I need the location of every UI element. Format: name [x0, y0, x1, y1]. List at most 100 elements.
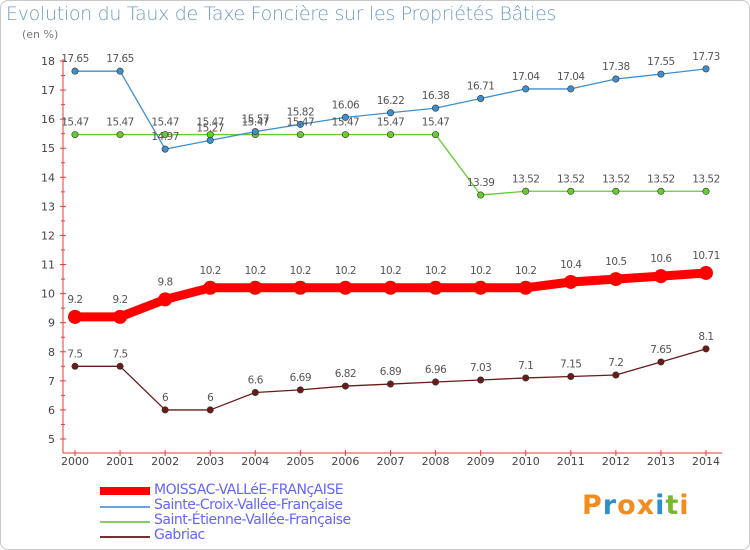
- y-tick-label: 16: [41, 113, 55, 126]
- data-point: [432, 131, 440, 139]
- data-label: 15.27: [196, 122, 224, 134]
- data-point: [432, 104, 440, 112]
- data-point: [341, 131, 349, 139]
- y-tick-label: 11: [41, 259, 55, 272]
- data-label: 6.82: [335, 368, 356, 380]
- data-point: [116, 67, 124, 75]
- data-point: [161, 406, 169, 414]
- y-tick-label: 17: [41, 84, 55, 97]
- data-point: [702, 345, 710, 353]
- line-chart: 5 6 7 8 9 10 11 12 13 14 15 16 17 18 2000 2001 2002 2003 2…: [41, 51, 722, 468]
- data-label: 17.73: [692, 51, 720, 63]
- x-tick-label: 2005: [286, 455, 314, 468]
- data-label: 6: [207, 392, 214, 404]
- data-point: [702, 65, 710, 73]
- x-tick-label: 2008: [422, 455, 450, 468]
- data-point: [71, 131, 79, 139]
- data-label: 13.39: [467, 177, 495, 189]
- data-point: [612, 371, 620, 379]
- data-point: [71, 362, 79, 370]
- data-label: 10.2: [470, 265, 491, 277]
- data-label: 7.5: [112, 348, 127, 360]
- y-tick-label: 5: [48, 433, 55, 446]
- legend-swatch-saint-etienne: [100, 521, 150, 523]
- logo-letter: P: [582, 490, 603, 521]
- data-label: 8.1: [698, 331, 713, 343]
- data-point: [383, 280, 398, 295]
- data-label: 17.65: [61, 53, 89, 65]
- data-label: 15.47: [377, 117, 405, 129]
- data-point: [567, 372, 575, 380]
- data-label: 17.04: [557, 71, 585, 83]
- data-point: [612, 187, 620, 195]
- data-label: 6.69: [290, 372, 311, 384]
- data-label: 16.22: [377, 95, 405, 107]
- data-label: 15.47: [106, 117, 134, 129]
- data-label: 14.97: [151, 131, 179, 143]
- data-point: [653, 269, 668, 284]
- y-tick-label: 15: [41, 142, 55, 155]
- data-point: [432, 378, 440, 386]
- data-label: 10.2: [200, 265, 221, 277]
- data-point: [248, 280, 263, 295]
- data-point: [477, 95, 485, 103]
- data-point: [116, 362, 124, 370]
- legend-label-saint-etienne: Saint-Étienne-Vallée-Française: [154, 512, 351, 528]
- data-point: [612, 75, 620, 83]
- data-label: 16.06: [332, 99, 360, 111]
- y-tick-label: 14: [41, 171, 55, 184]
- x-tick-label: 2001: [106, 455, 134, 468]
- data-label: 15.47: [287, 117, 315, 129]
- data-point: [116, 131, 124, 139]
- data-label: 17.38: [602, 61, 630, 73]
- data-point: [477, 376, 485, 384]
- y-tick-label: 10: [41, 288, 55, 301]
- data-point: [161, 145, 169, 153]
- series-line: [74, 133, 707, 196]
- data-point: [161, 131, 169, 139]
- x-tick-label: 2002: [151, 455, 179, 468]
- y-axis-unit-label: (en %): [22, 28, 59, 41]
- y-tick-label: 18: [41, 55, 55, 68]
- data-label: 15.47: [196, 117, 224, 129]
- x-tick-label: 2014: [692, 455, 720, 468]
- data-point: [608, 272, 623, 287]
- data-label: 13.52: [647, 173, 675, 185]
- legend-label-gabriac: Gabriac: [154, 527, 205, 543]
- y-tick-label: 13: [41, 200, 55, 213]
- data-label: 15.47: [422, 117, 450, 129]
- data-point: [293, 280, 308, 295]
- y-tick-label: 12: [41, 229, 55, 242]
- data-label: 13.52: [602, 173, 630, 185]
- data-point: [518, 280, 533, 295]
- data-label: 15.47: [242, 117, 270, 129]
- data-label: 10.71: [692, 250, 720, 262]
- data-label: 15.47: [151, 117, 179, 129]
- x-tick-label: 2012: [602, 455, 630, 468]
- data-point: [296, 120, 304, 128]
- data-label: 17.55: [647, 56, 675, 68]
- data-point: [699, 265, 713, 280]
- data-label: 13.52: [692, 173, 720, 185]
- data-label: 15.57: [242, 114, 270, 126]
- data-point: [477, 191, 485, 199]
- data-label: 10.2: [515, 265, 536, 277]
- x-tick-label: 2003: [196, 455, 224, 468]
- data-point: [341, 113, 349, 121]
- data-label: 16.38: [422, 90, 450, 102]
- x-tick-label: 2013: [647, 455, 675, 468]
- data-label: 10.4: [560, 259, 582, 271]
- data-point: [203, 280, 218, 295]
- data-label: 9.2: [112, 294, 127, 306]
- data-point: [386, 380, 394, 388]
- x-tick-label: 2006: [331, 455, 359, 468]
- y-tick-label: 8: [48, 346, 55, 359]
- data-point: [206, 136, 214, 144]
- data-point: [567, 187, 575, 195]
- data-label: 17.65: [106, 53, 134, 65]
- data-label: 10.2: [290, 265, 311, 277]
- legend-swatch-sainte-croix: [100, 506, 150, 508]
- x-tick-label: 2000: [61, 455, 89, 468]
- logo-letter: r: [602, 490, 618, 521]
- data-label: 15.82: [287, 106, 315, 118]
